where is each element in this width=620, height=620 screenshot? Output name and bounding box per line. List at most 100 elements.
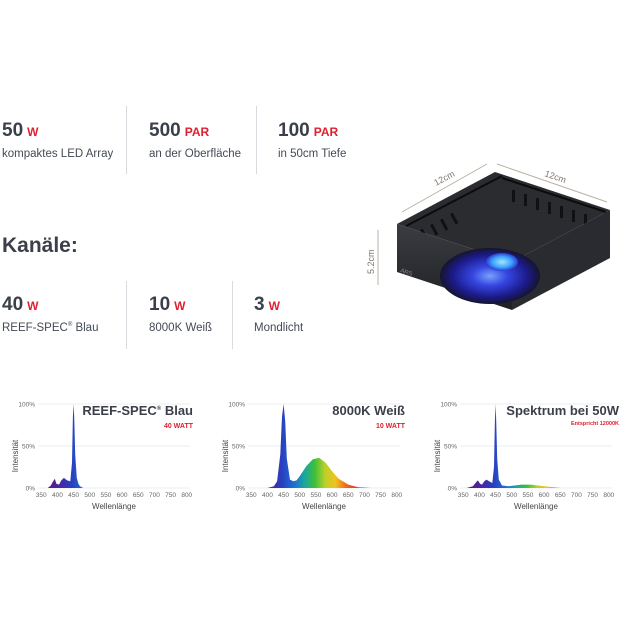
y-tick-label: 50%: [444, 444, 457, 451]
x-tick-label: 350: [246, 492, 257, 499]
chart-subtitle: 40 WATT: [164, 423, 194, 430]
spectrum-point: [296, 480, 297, 481]
spectrum-point: [52, 482, 53, 483]
spectrum-point: [481, 484, 482, 485]
stat-value: 100: [278, 120, 310, 141]
spectrum-point: [492, 482, 493, 483]
spectrum-point: [75, 454, 76, 455]
brand-logo: ARS: [399, 268, 413, 278]
x-tick-label: 700: [571, 492, 582, 499]
x-tick-label: 500: [506, 492, 517, 499]
spectrum-point: [83, 487, 84, 488]
chart-title: 8000K Weiß: [332, 403, 405, 418]
spectrum-point: [489, 481, 490, 482]
y-tick-label: 0%: [448, 486, 458, 493]
chart-subtitle: Entspricht 12000K: [571, 421, 619, 427]
spectrum-point: [293, 481, 294, 482]
spectrum-point: [338, 478, 339, 479]
spectrum-point: [273, 486, 274, 487]
spectrum-point: [58, 484, 59, 485]
x-tick-label: 600: [117, 492, 128, 499]
spectrum-chart-white: 0% 50% 100% 350 400 450 500 550 600 650 700 750 800 W…: [221, 402, 406, 512]
x-tick-label: 400: [262, 492, 273, 499]
stat-value: 500: [149, 120, 181, 141]
spectrum-point: [63, 477, 64, 478]
stat-label: in 50cm Tiefe: [278, 148, 347, 160]
spectrum-point: [56, 483, 57, 484]
spectrum-point: [74, 416, 75, 417]
spectrum-point: [479, 483, 480, 484]
spectrum-point: [71, 462, 72, 463]
x-tick-label: 550: [310, 492, 321, 499]
stat-value: 50: [2, 120, 24, 141]
spectrum-point: [486, 479, 487, 480]
x-tick-label: 750: [587, 492, 598, 499]
spectrum-point: [267, 487, 268, 488]
channel-unit: W: [268, 299, 280, 313]
y-axis-label: Intensität: [11, 439, 20, 472]
spectrum-point: [501, 485, 502, 486]
channel-unit: W: [174, 299, 186, 313]
y-tick-label: 100%: [228, 402, 245, 409]
x-axis-label: Wellenlänge: [302, 502, 346, 511]
spectrum-point: [466, 487, 467, 488]
y-tick-label: 0%: [236, 486, 246, 493]
spectrum-point: [67, 480, 68, 481]
spectrum-point: [41, 487, 42, 488]
x-tick-label: 800: [181, 492, 192, 499]
spectrum-point: [508, 486, 509, 487]
channels-title: Kanäle:: [2, 234, 78, 257]
spectrum-point: [312, 459, 313, 460]
spectrum-point: [285, 420, 286, 421]
x-tick-label: 600: [539, 492, 550, 499]
spectrum-chart-combined: 0% 50% 100% 350 400 450 500 550 600 650 700 750 800 W…: [433, 402, 620, 512]
channel-unit: W: [27, 299, 39, 313]
stat-label: an der Oberfläche: [149, 148, 242, 160]
spectrum-point: [531, 484, 532, 485]
channel-label: REEF-SPEC® Blau: [2, 322, 98, 334]
y-tick-label: 100%: [440, 402, 457, 409]
channel-value: 10: [149, 294, 171, 315]
y-tick-label: 0%: [26, 486, 36, 493]
x-tick-label: 450: [68, 492, 79, 499]
x-tick-label: 450: [490, 492, 501, 499]
lens-core: [486, 253, 518, 271]
y-axis-label: Intensität: [433, 439, 442, 472]
spectrum-point: [73, 403, 74, 404]
x-tick-label: 350: [36, 492, 47, 499]
x-tick-label: 650: [133, 492, 144, 499]
spectrum-point: [47, 487, 48, 488]
x-tick-label: 800: [391, 492, 402, 499]
spectrum-point: [560, 487, 561, 488]
x-tick-label: 500: [84, 492, 95, 499]
registered-mark: ®: [67, 322, 73, 329]
spectrum-point: [72, 416, 73, 417]
separator: [232, 281, 233, 349]
spectrum-area: [267, 404, 371, 488]
channel-value: 40: [2, 294, 24, 315]
spectrum-point: [497, 458, 498, 459]
x-tick-label: 650: [555, 492, 566, 499]
separator: [126, 281, 127, 349]
spectrum-point: [370, 487, 371, 488]
lamp-top: [397, 172, 610, 262]
spectrum-point: [521, 484, 522, 485]
dimension-lines: [377, 163, 608, 285]
x-tick-label: 700: [149, 492, 160, 499]
spectrum-point: [277, 481, 278, 482]
x-tick-label: 550: [100, 492, 111, 499]
stat-unit: PAR: [184, 125, 210, 139]
stat-par-depth: 100 PAR in 50cm Tiefe: [278, 120, 346, 160]
spectrum-point: [495, 403, 496, 404]
dimension-width: 12cm: [543, 168, 567, 185]
x-tick-label: 400: [52, 492, 63, 499]
stat-power: 50 W kompaktes LED Array: [2, 120, 113, 160]
x-tick-label: 450: [278, 492, 289, 499]
spectrum-point: [348, 484, 349, 485]
x-tick-label: 750: [375, 492, 386, 499]
spectrum-point: [70, 481, 71, 482]
x-tick-label: 750: [165, 492, 176, 499]
y-tick-label: 50%: [232, 444, 245, 451]
spectrum-point: [79, 486, 80, 487]
spectrum-point: [475, 482, 476, 483]
